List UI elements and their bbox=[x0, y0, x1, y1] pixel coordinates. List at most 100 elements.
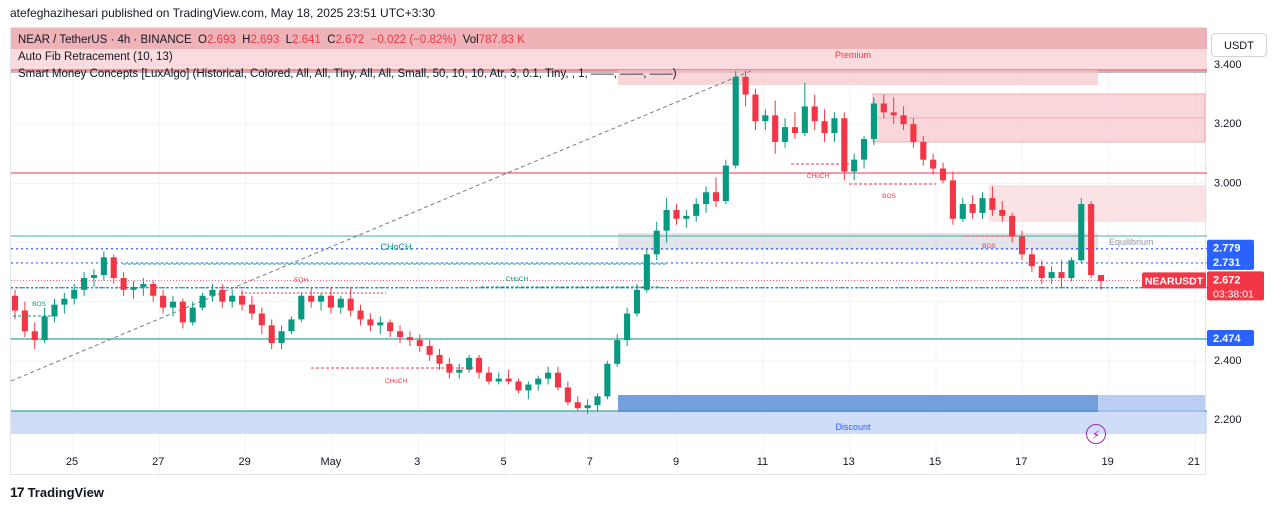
time-axis[interactable]: 25 27 29 May 3 5 7 9 11 13 15 17 19 21 bbox=[10, 451, 1206, 471]
candle-body bbox=[140, 283, 147, 287]
candle-body bbox=[989, 198, 996, 210]
candle-body bbox=[554, 372, 562, 388]
legend-indicator-smc[interactable]: Smart Money Concepts [LuxAlgo] (Historic… bbox=[18, 68, 677, 80]
time-tick: 9 bbox=[673, 456, 679, 468]
price-axis[interactable]: 3.4003.2003.0002.4002.2002.7792.7312.647… bbox=[1206, 27, 1271, 475]
candle-body bbox=[446, 363, 453, 373]
candle-body bbox=[100, 257, 107, 276]
candle-body bbox=[1038, 266, 1045, 278]
legend-symbol-row: NEAR / TetherUS · 4h · BINANCE O2.693 H2… bbox=[18, 34, 525, 46]
candle-body bbox=[485, 372, 492, 382]
legend-volume-value: 787.83 K bbox=[478, 34, 525, 46]
legend-low-value: 2.641 bbox=[292, 34, 321, 46]
candle-body bbox=[969, 204, 976, 213]
candle-body bbox=[574, 402, 581, 409]
currency-button[interactable]: USDT bbox=[1211, 33, 1267, 57]
candle-body bbox=[160, 295, 167, 308]
price-label-text: 2.474 bbox=[1213, 333, 1241, 345]
time-tick: 17 bbox=[1015, 456, 1027, 468]
candle-body bbox=[308, 295, 315, 302]
price-tick: 3.400 bbox=[1214, 59, 1242, 71]
candle-body bbox=[396, 331, 404, 338]
tradingview-brand: TradingView bbox=[27, 484, 104, 500]
chart-area[interactable]: Premium Equilibrium Discount BOS CHoCH EQH CHo… bbox=[10, 27, 1207, 476]
candle-body bbox=[624, 313, 631, 341]
candle-body bbox=[387, 322, 394, 332]
candle-body bbox=[683, 215, 690, 219]
time-tick: 27 bbox=[152, 456, 164, 468]
candle-body bbox=[41, 316, 48, 341]
bos-3-label: BOS bbox=[982, 243, 996, 250]
candle-body bbox=[357, 310, 364, 320]
candle-body bbox=[90, 275, 98, 278]
candle-body bbox=[110, 257, 117, 278]
candle-body bbox=[732, 76, 739, 166]
candle-body bbox=[61, 298, 68, 305]
candle-body bbox=[653, 230, 660, 255]
time-tick: 29 bbox=[238, 456, 250, 468]
supply-zone-3 bbox=[989, 185, 1205, 222]
legend-indicator-fib[interactable]: Auto Fib Retracement (10, 13) bbox=[18, 51, 173, 63]
candle-body bbox=[1028, 254, 1035, 267]
time-tick: 5 bbox=[500, 456, 506, 468]
chart-svg: Premium Equilibrium Discount BOS CHoCH EQH CHo… bbox=[10, 28, 1207, 476]
candle-body bbox=[762, 115, 769, 122]
legend-low-label: L bbox=[285, 34, 293, 46]
candle-body bbox=[1018, 236, 1026, 255]
legend-volume-label: Vol bbox=[462, 34, 479, 46]
price-label-text: 2.779 bbox=[1213, 243, 1241, 255]
candle-body bbox=[327, 295, 334, 308]
candle-body bbox=[120, 278, 127, 290]
candle-body bbox=[1058, 272, 1065, 278]
candle-body bbox=[377, 322, 384, 326]
price-label-text: 2.731 bbox=[1213, 257, 1241, 269]
candle-body bbox=[604, 363, 611, 397]
premium-band bbox=[11, 49, 1207, 71]
candle-body bbox=[712, 192, 720, 202]
candle-body bbox=[673, 209, 680, 219]
legend-open-value: 2.693 bbox=[206, 34, 236, 46]
price-tick: 3.200 bbox=[1214, 118, 1242, 130]
price-tick: 2.200 bbox=[1214, 414, 1242, 426]
candle-body bbox=[939, 168, 947, 181]
candle-body bbox=[870, 103, 877, 139]
candle-body bbox=[880, 103, 887, 113]
candle-body bbox=[189, 307, 196, 323]
candle-body bbox=[179, 301, 186, 323]
time-tick: 15 bbox=[929, 456, 941, 468]
candle-body bbox=[584, 405, 591, 409]
price-axis-svg: 3.4003.2003.0002.4002.2002.7792.7312.647… bbox=[1207, 59, 1264, 426]
candle-body bbox=[999, 209, 1006, 216]
candle-body bbox=[367, 319, 374, 326]
tradingview-logo[interactable]: 17 TradingView bbox=[10, 484, 104, 500]
candle-body bbox=[693, 204, 700, 216]
discount-label: Discount bbox=[835, 422, 871, 432]
supply-zone-1 bbox=[618, 70, 1098, 85]
candle-body bbox=[801, 106, 808, 134]
equilibrium-label: Equilibrium bbox=[1109, 237, 1154, 247]
current-price-box bbox=[1207, 271, 1264, 301]
candle-body bbox=[722, 165, 729, 202]
candle-body bbox=[278, 331, 285, 344]
candle-body bbox=[841, 118, 848, 172]
candle-body bbox=[594, 396, 601, 406]
candle-body bbox=[317, 295, 325, 302]
candle-body bbox=[406, 337, 413, 341]
choch-1-label: CHoCH bbox=[380, 242, 411, 252]
candle-body bbox=[821, 121, 828, 134]
equilibrium-zone bbox=[618, 233, 1098, 250]
legend-close-label: C bbox=[327, 34, 336, 46]
candle-body bbox=[564, 387, 571, 403]
time-tick: 11 bbox=[757, 456, 768, 468]
candle-body bbox=[1078, 204, 1085, 261]
candle-body bbox=[890, 112, 897, 116]
candle-body bbox=[831, 118, 838, 134]
tradingview-mark-icon: 17 bbox=[10, 484, 25, 500]
candle-body bbox=[456, 369, 463, 373]
flash-icon[interactable]: ⚡ bbox=[1086, 424, 1106, 444]
publisher-line: atefeghazihesari published on TradingVie… bbox=[10, 6, 436, 20]
price-tick: 3.000 bbox=[1214, 177, 1242, 189]
symbol-tag-text: NEARUSDT bbox=[1145, 275, 1204, 287]
candle-body bbox=[150, 283, 157, 296]
candle-body bbox=[298, 295, 305, 320]
